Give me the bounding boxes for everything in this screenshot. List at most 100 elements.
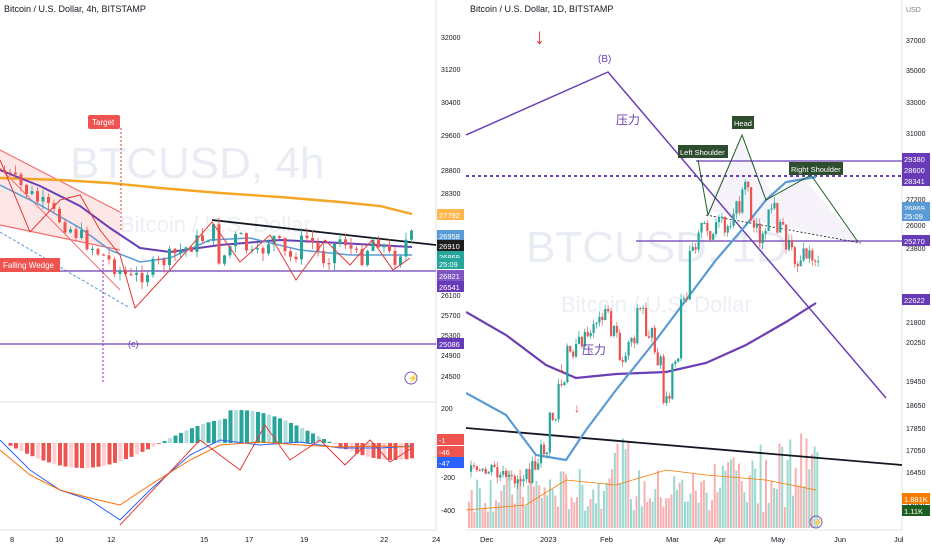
volume-bar — [721, 465, 724, 528]
candle-body — [19, 174, 23, 185]
candle-body — [691, 247, 694, 251]
volume-bar — [557, 506, 560, 528]
volume-bar — [476, 479, 479, 528]
candle-body — [630, 337, 633, 343]
candle-body — [671, 363, 674, 399]
candle-body — [217, 224, 221, 264]
macd-bar — [129, 443, 134, 457]
left-chart-title: Bitcoin / U.S. Dollar, 4h, BITSTAMP — [4, 4, 146, 14]
candle-body — [239, 233, 243, 235]
candle-body — [747, 181, 750, 188]
volume-bar — [554, 495, 557, 528]
candle-body — [355, 248, 358, 250]
candle-body — [311, 237, 314, 243]
pressure-label-lower: 压力 — [582, 343, 606, 357]
candle-body — [63, 222, 67, 233]
candle-body — [817, 261, 820, 263]
right-x-tick: Jun — [834, 535, 846, 544]
volume-bar — [659, 497, 662, 528]
candle-body — [507, 475, 511, 477]
right-price-tick: 35000 — [906, 68, 926, 75]
macd-bar — [162, 440, 167, 443]
left-x-tick: 17 — [245, 535, 253, 544]
candle-body — [645, 307, 648, 337]
macd-bar — [327, 441, 332, 443]
macd-bar — [305, 430, 310, 443]
left-price-tick: 25700 — [441, 313, 461, 320]
candle-body — [773, 202, 776, 209]
candle-body — [47, 197, 50, 203]
candle-body — [135, 272, 138, 275]
macd-bar — [151, 443, 156, 447]
candle-body — [604, 309, 607, 321]
volume-bar — [608, 478, 611, 528]
macd-bar — [124, 443, 128, 460]
wedge-projection-line — [0, 231, 131, 309]
macd-bar — [184, 430, 189, 443]
macd-bar — [41, 443, 46, 461]
left-x-tick: 24 — [432, 535, 440, 544]
candle-body — [399, 256, 402, 265]
wedge-inner-line — [0, 167, 121, 291]
candle-body — [519, 479, 522, 482]
volume-bar — [697, 502, 700, 528]
red-arrow-icon-mid: ↓ — [558, 359, 565, 375]
volume-bar — [810, 453, 813, 528]
candle-body — [612, 326, 616, 336]
candle-body — [36, 191, 39, 202]
right-price-tick: 21800 — [906, 320, 926, 327]
right-x-tick: Jul — [894, 535, 904, 544]
candle-body — [750, 187, 753, 221]
candle-body — [621, 360, 624, 362]
candle-body — [563, 382, 566, 386]
left-watermark: BTCUSD, 4h — [70, 139, 324, 188]
candle-body — [91, 248, 94, 251]
volume-bar — [729, 459, 732, 528]
macd-bar — [135, 443, 139, 455]
candle-body — [729, 225, 732, 227]
candle-body — [516, 479, 519, 484]
lightning-icon — [809, 515, 823, 529]
candle-body — [583, 331, 586, 347]
candle-body — [586, 331, 589, 337]
volume-bar — [711, 500, 713, 528]
volume-bar — [719, 487, 722, 528]
volume-bar — [532, 486, 535, 528]
volume-bar — [468, 501, 470, 528]
right-price-tick: 17050 — [906, 448, 926, 455]
left-macd-tick: -400 — [441, 508, 455, 515]
candle-body — [278, 235, 281, 238]
candle-body — [41, 197, 45, 202]
candle-body — [190, 247, 193, 252]
volume-bar — [570, 497, 573, 528]
volume-bar — [489, 480, 492, 528]
macd-bar — [344, 443, 348, 450]
candle-body — [723, 216, 726, 233]
macd-bar — [322, 439, 326, 443]
candle-body — [814, 260, 817, 262]
candle-body — [410, 230, 413, 240]
ema-slow-line — [0, 176, 413, 216]
macd-bar — [118, 443, 123, 462]
macd-bar — [19, 443, 24, 452]
candle-body — [472, 465, 476, 467]
wedge-lower-line — [0, 224, 121, 251]
volume-bar — [735, 470, 738, 528]
right-price-tag: 28341 — [904, 177, 925, 186]
candle-body — [665, 395, 668, 403]
candle-body — [344, 239, 347, 246]
candle-body — [184, 247, 188, 251]
volume-bar — [638, 470, 641, 528]
candle-body — [796, 264, 799, 267]
candle-body — [490, 464, 493, 473]
right-shoulder-label: Right Shoulder — [791, 165, 841, 174]
left-price-tag-bg — [437, 251, 464, 262]
candle-body — [118, 270, 122, 274]
volume-bar — [689, 493, 692, 528]
macd-bar — [36, 443, 40, 459]
candle-body — [601, 316, 604, 321]
candle-body — [712, 233, 715, 240]
macd-bar — [289, 422, 293, 443]
volume-bar — [754, 468, 757, 528]
candle-body — [140, 272, 144, 283]
